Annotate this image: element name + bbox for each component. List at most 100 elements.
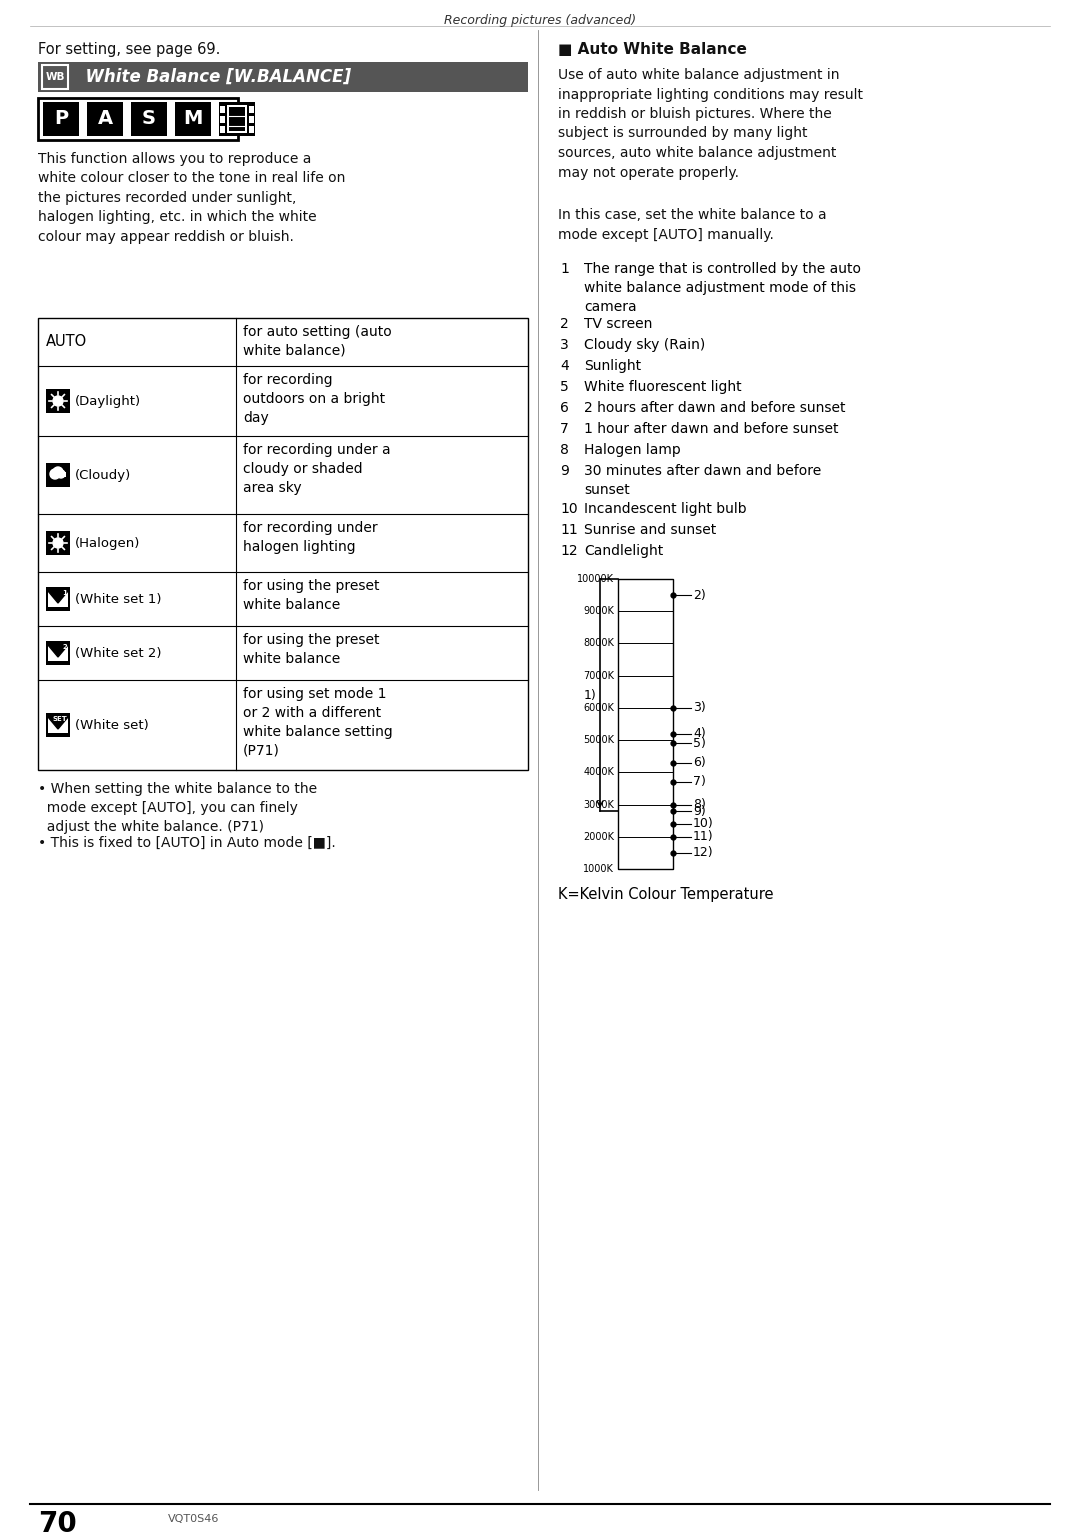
Text: K=Kelvin Colour Temperature: K=Kelvin Colour Temperature	[558, 887, 773, 902]
Bar	[42, 64, 68, 89]
Bar	[38, 98, 238, 140]
Text: 12: 12	[561, 545, 578, 558]
Text: 1000K: 1000K	[583, 864, 615, 874]
Text: TV screen: TV screen	[584, 318, 652, 331]
Text: 4000K: 4000K	[583, 767, 615, 778]
Text: Cloudy sky (Rain): Cloudy sky (Rain)	[584, 337, 705, 351]
Text: ■ Auto White Balance: ■ Auto White Balance	[558, 41, 747, 57]
Text: for using set mode 1
or 2 with a different
white balance setting
(P71): for using set mode 1 or 2 with a differe…	[243, 687, 393, 758]
Text: White Balance [W.BALANCE]: White Balance [W.BALANCE]	[75, 67, 351, 86]
Text: Incandescent light bulb: Incandescent light bulb	[584, 502, 746, 515]
Text: 1 hour after dawn and before sunset: 1 hour after dawn and before sunset	[584, 422, 838, 436]
Polygon shape	[48, 591, 68, 603]
Text: 8: 8	[561, 443, 569, 457]
Text: for using the preset
white balance: for using the preset white balance	[243, 578, 379, 612]
Text: WB: WB	[45, 72, 65, 81]
Bar	[48, 716, 68, 733]
Bar	[131, 101, 167, 137]
Text: (Daylight): (Daylight)	[75, 394, 141, 408]
Bar	[175, 101, 211, 137]
Text: (White set 1): (White set 1)	[75, 592, 162, 606]
Text: White fluorescent light: White fluorescent light	[584, 380, 742, 394]
Text: M: M	[184, 109, 203, 129]
Text: 4: 4	[561, 359, 569, 373]
Text: S: S	[141, 109, 156, 129]
Text: Candlelight: Candlelight	[584, 545, 663, 558]
Text: 30 minutes after dawn and before
sunset: 30 minutes after dawn and before sunset	[584, 463, 821, 497]
Text: 1): 1)	[583, 689, 596, 701]
Text: 2000K: 2000K	[583, 831, 615, 842]
Text: (White set): (White set)	[75, 718, 149, 732]
Text: AUTO: AUTO	[46, 334, 87, 350]
Text: (White set 2): (White set 2)	[75, 646, 162, 660]
Text: for recording under
halogen lighting: for recording under halogen lighting	[243, 522, 378, 554]
Text: for recording under a
cloudy or shaded
area sky: for recording under a cloudy or shaded a…	[243, 443, 391, 495]
Text: 2: 2	[63, 644, 67, 650]
Text: for auto setting (auto
white balance): for auto setting (auto white balance)	[243, 325, 392, 357]
Circle shape	[53, 466, 63, 477]
Text: Recording pictures (advanced): Recording pictures (advanced)	[444, 14, 636, 28]
Bar	[220, 117, 225, 123]
Text: for using the preset
white balance: for using the preset white balance	[243, 634, 379, 666]
Text: 2 hours after dawn and before sunset: 2 hours after dawn and before sunset	[584, 400, 846, 416]
Text: 10): 10)	[693, 818, 714, 830]
Text: 3): 3)	[693, 701, 705, 715]
Bar	[249, 117, 254, 123]
Text: 9: 9	[561, 463, 569, 479]
Text: • When setting the white balance to the
  mode except [AUTO], you can finely
  a: • When setting the white balance to the …	[38, 782, 318, 834]
Text: SET: SET	[52, 716, 67, 723]
Text: 8000K: 8000K	[583, 638, 615, 649]
Text: 7000K: 7000K	[583, 670, 615, 681]
Text: 12): 12)	[693, 847, 714, 859]
Bar	[249, 126, 254, 133]
Text: 9000K: 9000K	[583, 606, 615, 617]
Text: 8): 8)	[693, 798, 706, 811]
Bar	[50, 472, 66, 477]
Text: Sunlight: Sunlight	[584, 359, 642, 373]
Text: 70: 70	[38, 1509, 77, 1534]
Bar	[46, 463, 70, 486]
Text: 9): 9)	[693, 804, 705, 818]
Bar	[229, 107, 245, 130]
Text: 1: 1	[63, 591, 67, 597]
Text: The range that is controlled by the auto
white balance adjustment mode of this
c: The range that is controlled by the auto…	[584, 262, 861, 314]
Bar	[43, 101, 79, 137]
Bar	[220, 106, 225, 114]
Bar	[249, 106, 254, 114]
Text: 3: 3	[561, 337, 569, 351]
Text: • This is fixed to [AUTO] in Auto mode [■].: • This is fixed to [AUTO] in Auto mode […	[38, 836, 336, 850]
Circle shape	[50, 469, 60, 479]
Bar	[46, 531, 70, 555]
Text: 3000K: 3000K	[583, 799, 615, 810]
Text: 7: 7	[561, 422, 569, 436]
Circle shape	[57, 469, 65, 479]
Circle shape	[53, 538, 63, 548]
Bar	[46, 390, 70, 413]
Text: VQT0S46: VQT0S46	[168, 1514, 219, 1523]
Polygon shape	[48, 644, 68, 657]
Text: (Halogen): (Halogen)	[75, 537, 140, 549]
Text: for recording
outdoors on a bright
day: for recording outdoors on a bright day	[243, 373, 386, 425]
Bar	[46, 588, 70, 611]
Bar	[46, 641, 70, 666]
Text: 10: 10	[561, 502, 578, 515]
Bar	[87, 101, 123, 137]
Text: 6): 6)	[693, 756, 705, 769]
Text: A: A	[97, 109, 112, 129]
Text: 7): 7)	[693, 776, 706, 788]
Bar	[38, 61, 528, 92]
Text: 1: 1	[561, 262, 569, 276]
Text: This function allows you to reproduce a
white colour closer to the tone in real : This function allows you to reproduce a …	[38, 152, 346, 244]
Text: 6000K: 6000K	[583, 703, 615, 713]
Text: 10000K: 10000K	[577, 574, 615, 584]
Circle shape	[53, 396, 63, 407]
Text: Use of auto white balance adjustment in
inappropriate lighting conditions may re: Use of auto white balance adjustment in …	[558, 67, 863, 179]
Text: Sunrise and sunset: Sunrise and sunset	[584, 523, 716, 537]
Bar	[48, 591, 68, 607]
Bar	[46, 713, 70, 736]
Text: 5000K: 5000K	[583, 735, 615, 746]
Text: 5): 5)	[693, 736, 706, 750]
Bar	[220, 126, 225, 133]
Text: 4): 4)	[693, 727, 705, 741]
Text: 11: 11	[561, 523, 578, 537]
